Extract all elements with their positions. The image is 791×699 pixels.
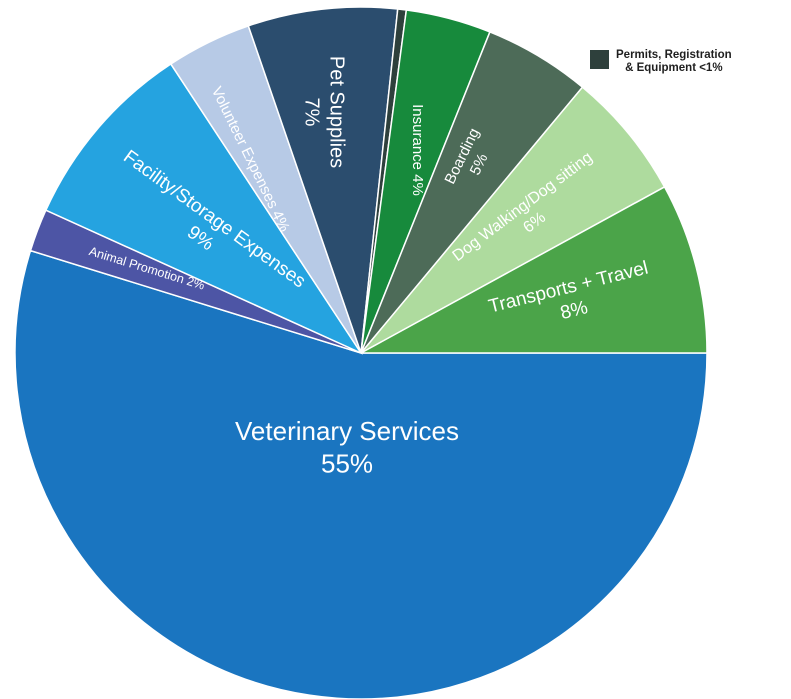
pie-slice-dog-walking (360, 86, 666, 354)
slice-label-pet-supplies: Pet Supplies7% (301, 56, 348, 168)
pie-slice-transports-travel (360, 185, 708, 354)
slice-label-line: Insurance 4% (409, 104, 426, 196)
slice-label-line: 55% (321, 448, 373, 478)
pie-slice-veterinary-services (14, 249, 708, 699)
legend-label: Permits, Registration & Equipment <1% (616, 49, 732, 75)
slice-label-line: Pet Supplies (326, 56, 348, 168)
legend-label-line1: Permits, Registration (616, 49, 732, 61)
pie-slice-pet-supplies (247, 6, 399, 354)
pie-slice-facility-storage (44, 62, 364, 355)
slice-label-insurance: Insurance 4% (409, 104, 426, 196)
slice-label-veterinary-services: Veterinary Services 55% (235, 416, 459, 479)
legend-swatch (590, 50, 609, 69)
slice-label-line: Veterinary Services (235, 416, 459, 446)
slice-label-line: 7% (301, 98, 323, 127)
legend: Permits, Registration & Equipment <1% (590, 49, 732, 75)
legend-label-line2: & Equipment <1% (625, 62, 723, 74)
